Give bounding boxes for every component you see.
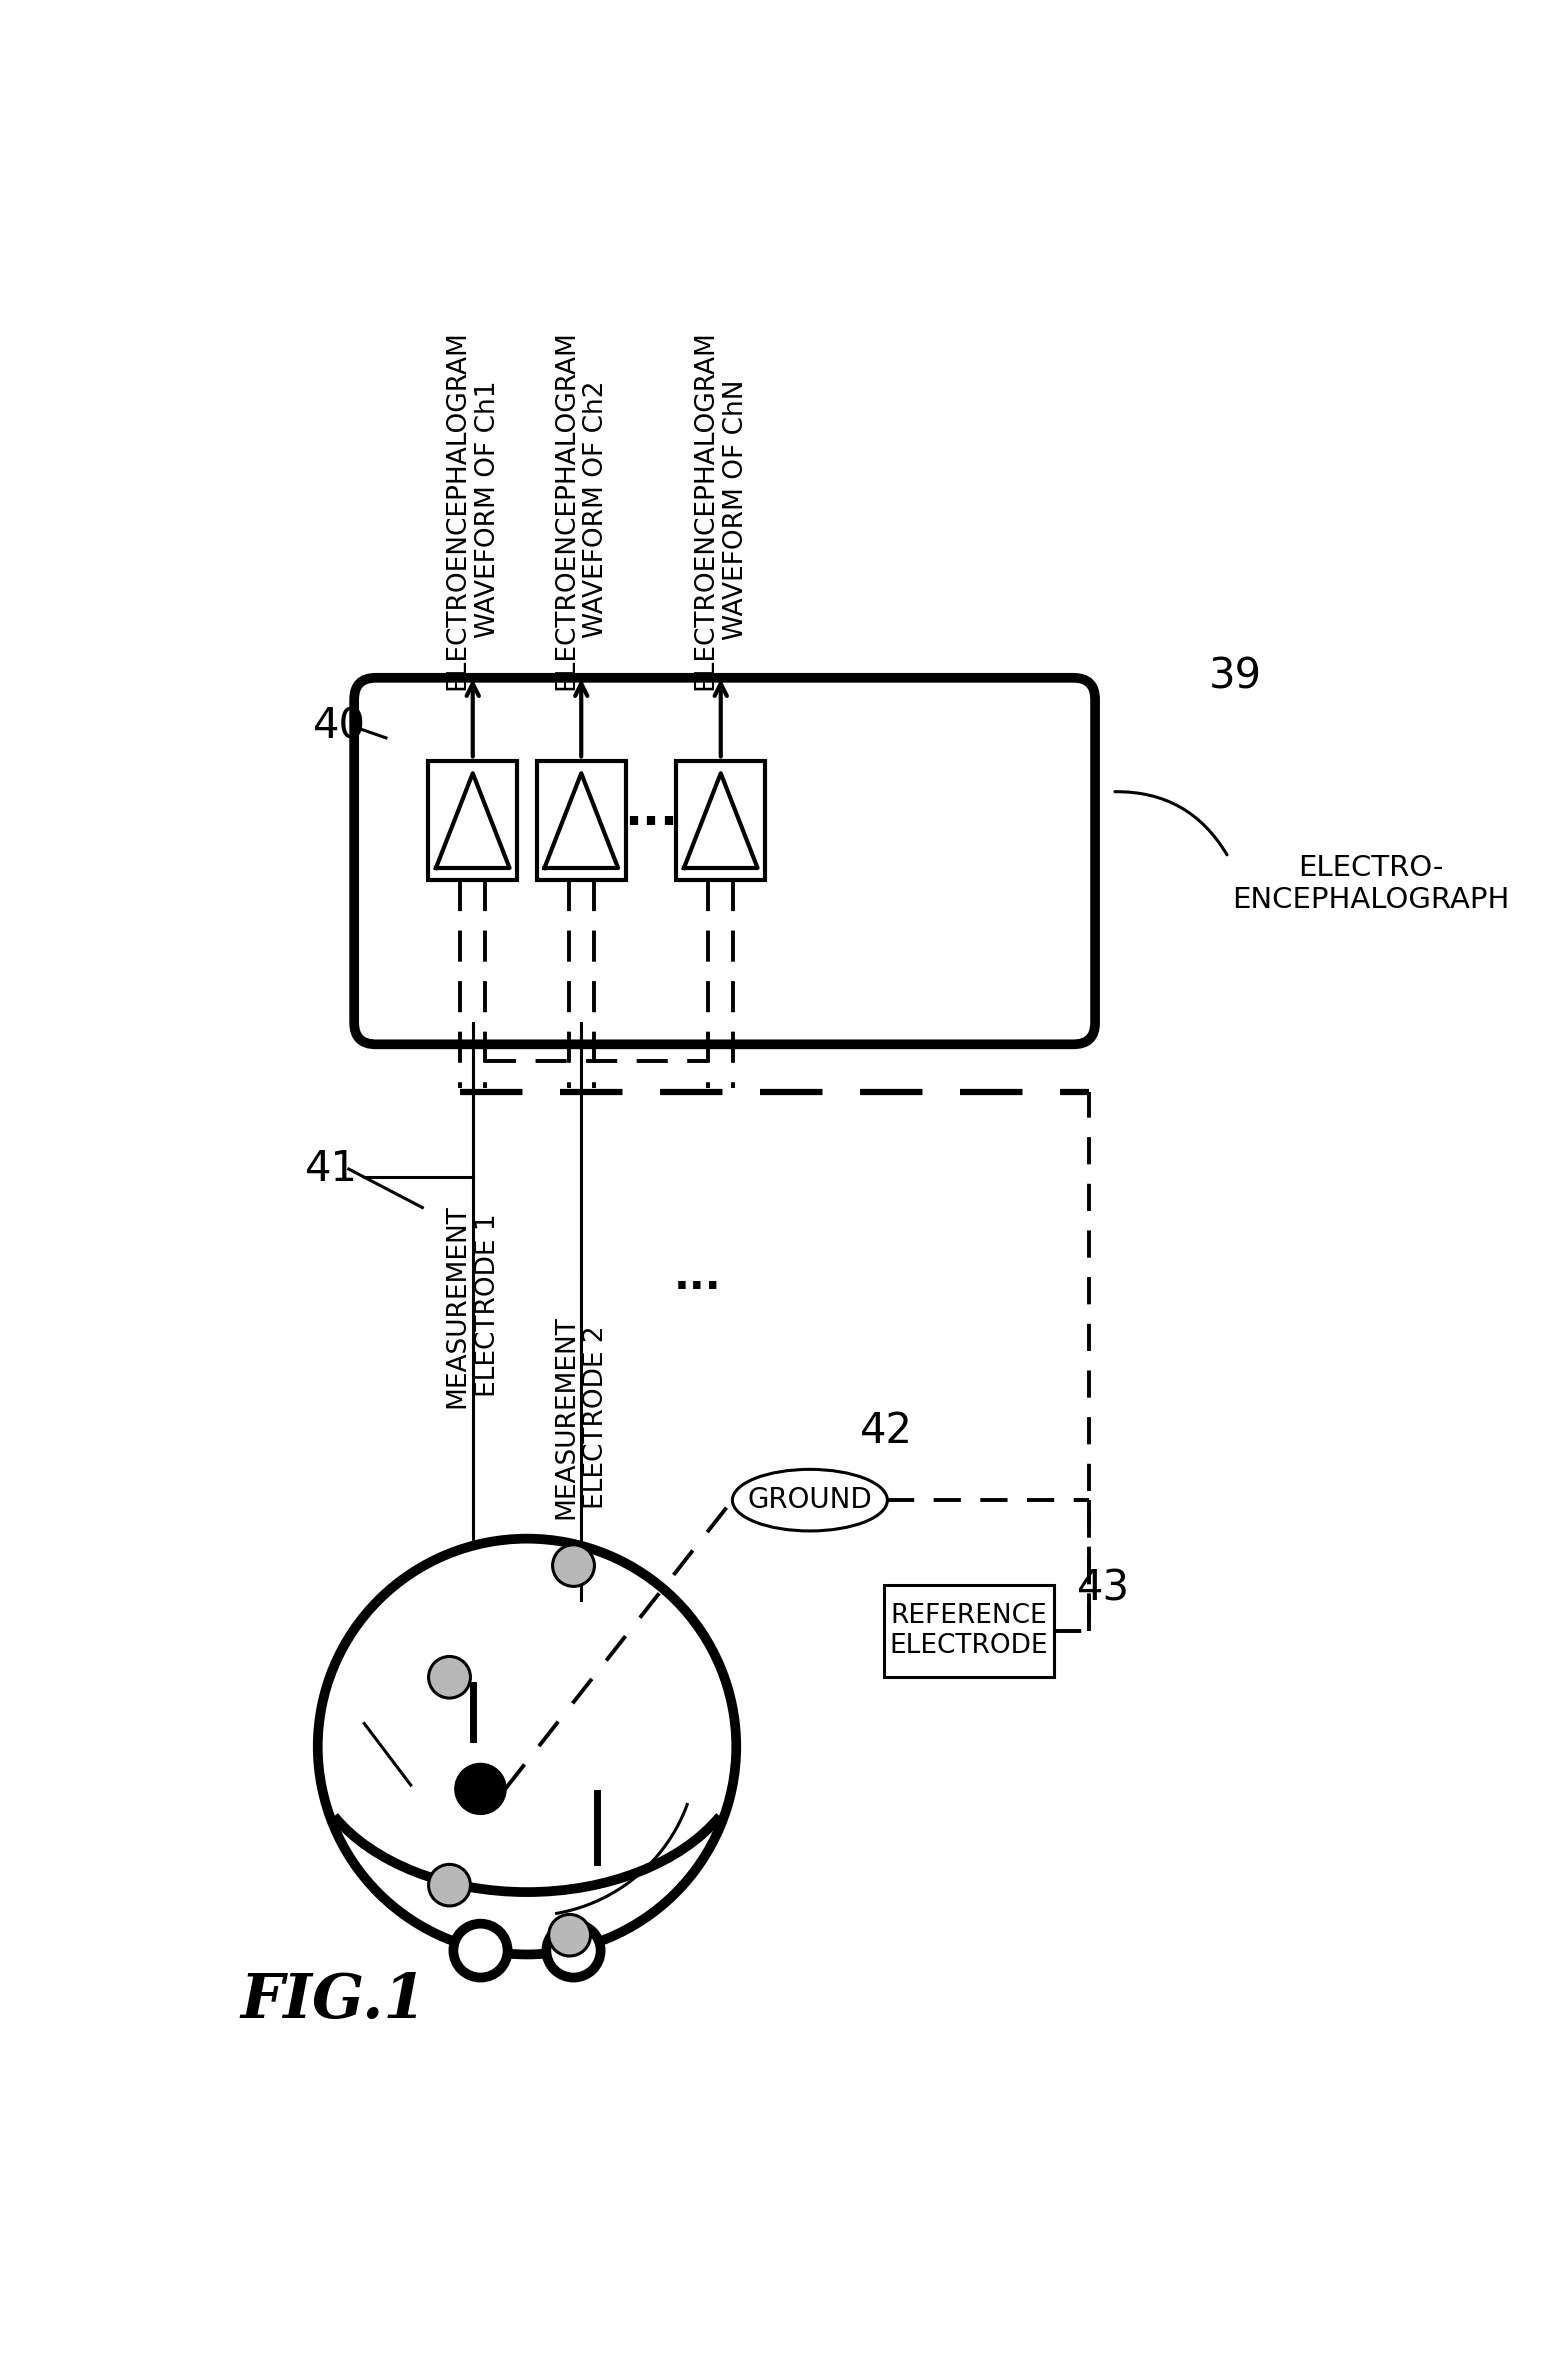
Text: REFERENCE
ELECTRODE: REFERENCE ELECTRODE <box>890 1602 1048 1659</box>
Circle shape <box>546 1923 601 1978</box>
Text: 40: 40 <box>313 704 366 747</box>
Text: ELECTROENCEPHALOGRAM
WAVEFORM OF ChN: ELECTROENCEPHALOGRAM WAVEFORM OF ChN <box>693 331 749 690</box>
Circle shape <box>318 1538 736 1954</box>
Text: 41: 41 <box>305 1148 358 1191</box>
Text: GROUND: GROUND <box>747 1486 873 1515</box>
Text: ELECTRO-
ENCEPHALOGRAPH: ELECTRO- ENCEPHALOGRAPH <box>1232 853 1510 914</box>
Text: ELECTROENCEPHALOGRAM
WAVEFORM OF Ch2: ELECTROENCEPHALOGRAM WAVEFORM OF Ch2 <box>553 331 609 690</box>
Text: 39: 39 <box>1209 655 1262 697</box>
Bar <box>536 761 626 881</box>
Circle shape <box>456 1765 505 1812</box>
Circle shape <box>428 1656 471 1699</box>
FancyBboxPatch shape <box>353 678 1094 1044</box>
Circle shape <box>553 1545 594 1586</box>
Bar <box>676 761 766 881</box>
Text: MEASUREMENT
ELECTRODE 1: MEASUREMENT ELECTRODE 1 <box>445 1203 501 1408</box>
Text: MEASUREMENT
ELECTRODE 2: MEASUREMENT ELECTRODE 2 <box>553 1316 609 1519</box>
Text: 42: 42 <box>860 1411 913 1451</box>
Text: ...: ... <box>625 792 677 837</box>
Circle shape <box>453 1923 508 1978</box>
Text: ELECTROENCEPHALOGRAM
WAVEFORM OF Ch1: ELECTROENCEPHALOGRAM WAVEFORM OF Ch1 <box>445 331 501 690</box>
Ellipse shape <box>732 1470 887 1531</box>
Bar <box>883 1586 1054 1678</box>
Bar <box>428 761 518 881</box>
Circle shape <box>549 1914 591 1957</box>
Text: FIG.1: FIG.1 <box>240 1971 426 2030</box>
Circle shape <box>428 1864 471 1907</box>
Text: 43: 43 <box>1077 1567 1130 1609</box>
Text: ...: ... <box>674 1255 721 1297</box>
